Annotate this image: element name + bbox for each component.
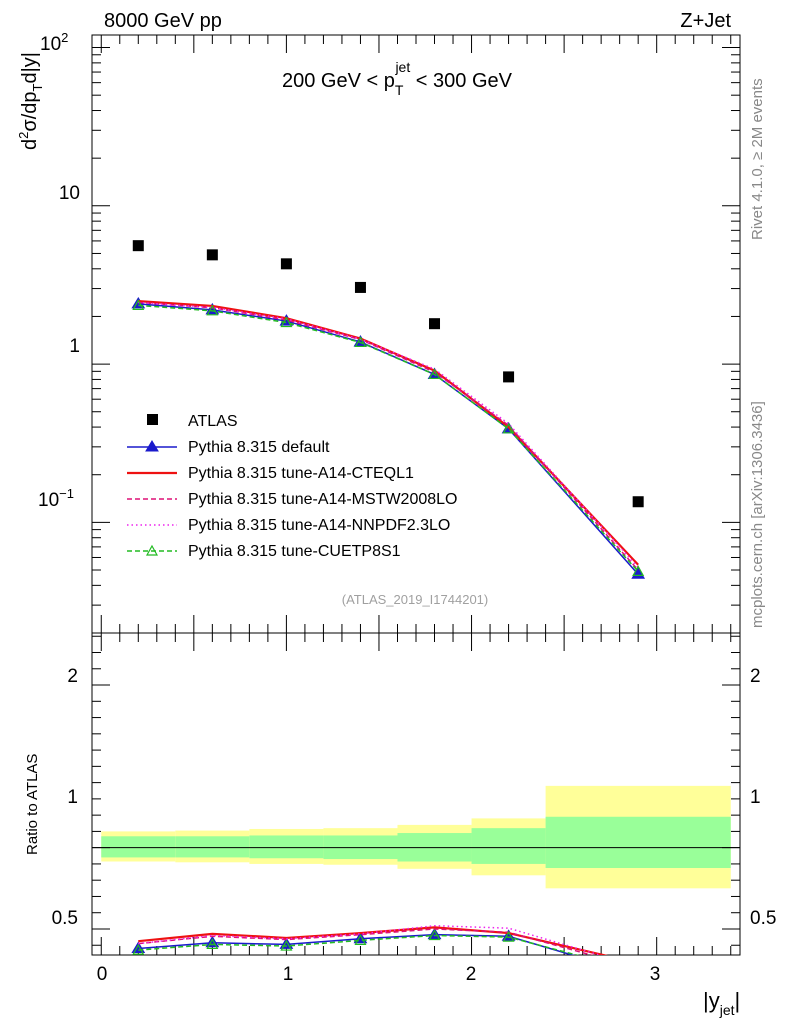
analysis-id: (ATLAS_2019_I1744201) [342,592,488,607]
ratio-ytick-0.5-left: 0.5 [52,908,78,929]
legend-marker-4 [145,544,159,556]
atlas-point-0 [132,240,144,252]
atlas-point-5 [503,371,515,383]
atlas-point-1 [206,249,218,261]
pt-cut-prefix: 200 GeV < p [282,70,395,92]
series-4-ratio-marker-2 [280,939,293,951]
xlabel-base: |y [703,988,720,1013]
pt-cut-sub: T [395,82,404,98]
rivet-label: Rivet 4.1.0, ≥ 2M events [749,78,766,240]
ylabel-t: T [30,83,45,91]
ylabel-rest: d|y| [19,52,41,84]
series-4-main-marker-6 [632,565,645,577]
ylabel-sigma: σ/dp [19,91,41,131]
inner-band-bin-1 [175,836,250,858]
ytick-100-base: 10 [40,34,61,55]
process-label: Z+Jet [680,10,731,32]
xtick-3: 3 [650,964,661,985]
inner-band-bin-5 [471,828,546,864]
series-4-ratio-marker-1 [206,938,219,950]
ratio-ytick-1-left: 1 [67,787,78,808]
atlas-data-points [132,240,644,508]
main-series-lines [131,296,646,579]
ratio-uncertainty-bands [101,785,731,889]
series-4-main-marker-3 [354,336,367,348]
ratio-ytick-2-right: 2 [750,666,761,687]
legend-marker-0 [145,440,159,452]
ytick-10: 10 [59,183,80,204]
legend: ATLAS Pythia 8.315 default Pythia 8.315 t… [127,413,457,560]
series-4-main-marker-5 [502,422,515,434]
series-4-ratio-marker-3 [354,934,367,945]
ratio-ytick-1-right: 1 [750,787,761,808]
series-4-ratio-marker-4 [428,929,441,941]
atlas-point-3 [354,281,366,293]
pt-cut-sup: jet [394,59,410,75]
ratio-axis-ticks [92,633,740,955]
inner-band-bin-2 [249,835,324,859]
energy-label: 8000 GeV pp [104,10,222,32]
xlabel-close: | [735,988,741,1013]
main-axis-ticks [92,35,740,634]
pt-cut-suffix: < 300 GeV [410,70,512,92]
legend-label-0: Pythia 8.315 default [188,439,330,456]
ratio-ytick-2-left: 2 [67,666,78,687]
atlas-point-4 [429,318,441,330]
ytick-0.1-base: 10 [38,490,59,511]
series-4-ratio-marker-0 [132,943,145,955]
legend-label-1: Pythia 8.315 tune-A14-CTEQL1 [188,465,414,482]
series-4-main-line [138,304,639,572]
atlas-point-6 [632,496,644,508]
xtick-1: 1 [283,964,294,985]
xtick-2: 2 [466,964,477,985]
atlas-point-2 [280,258,292,270]
xtick-0: 0 [97,964,108,985]
ytick-100-exp: 2 [61,30,68,45]
inner-band-bin-6 [545,816,731,868]
series-4-main-marker-0 [132,299,145,310]
series-4-main-marker-2 [280,316,293,328]
main-y-label: d2σ/dpTd|y| [16,52,45,150]
ylabel-two: 2 [16,132,31,139]
ylabel-d: d [19,139,41,150]
legend-label-4: Pythia 8.315 tune-CUETP8S1 [188,543,401,560]
ratio-y-label: Ratio to ATLAS [24,754,41,855]
inner-band-bin-0 [101,836,176,858]
series-4-main-marker-4 [428,368,441,380]
legend-atlas-label: ATLAS [188,413,238,430]
legend-atlas-marker [147,414,158,425]
source-label: mcplots.cern.ch [arXiv:1306.3436] [749,401,766,628]
legend-label-2: Pythia 8.315 tune-A14-MSTW2008LO [188,491,457,508]
ytick-1: 1 [69,336,80,357]
series-4-ratio-line [138,934,580,955]
series-3-main-line [138,301,639,568]
ratio-series-lines [131,924,609,955]
series-4-main-marker-1 [206,304,219,316]
ytick-0.1-exp: −1 [59,486,74,501]
legend-label-3: Pythia 8.315 tune-A14-NNPDF2.3LO [188,517,450,534]
series-4-ratio-marker-5 [502,930,515,942]
xlabel-sub: jet [719,1002,735,1018]
ratio-ytick-0.5-right: 0.5 [750,908,776,929]
x-axis-label: |yjet| [703,988,740,1018]
ytick-100: 102 [40,30,68,55]
pt-cut-title: 200 GeV < pTjet < 300 GeV [282,59,513,98]
ytick-0.1: 10−1 [38,486,74,511]
